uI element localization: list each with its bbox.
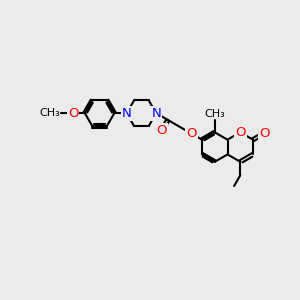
- Text: O: O: [186, 127, 196, 140]
- Text: O: O: [235, 126, 245, 139]
- Text: N: N: [151, 107, 161, 120]
- Text: O: O: [156, 124, 167, 137]
- Text: CH₃: CH₃: [204, 109, 225, 119]
- Text: O: O: [68, 107, 78, 120]
- Text: O: O: [259, 127, 270, 140]
- Text: N: N: [122, 107, 132, 120]
- Text: CH₃: CH₃: [39, 108, 60, 118]
